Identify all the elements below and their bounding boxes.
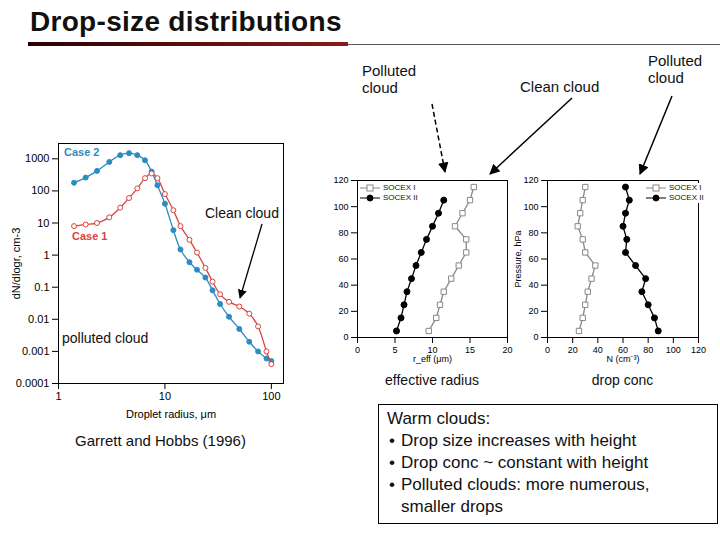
html-text:Case 1: Case 1 (72, 230, 108, 242)
html-text:Garrett and Hobbs (1996): Garrett and Hobbs (1996) (75, 432, 246, 449)
html-text:Clean cloud: Clean cloud (520, 78, 600, 95)
svg-text:100: 100 (262, 390, 280, 402)
svg-text:0: 0 (533, 332, 538, 342)
svg-text:r_eff (μm): r_eff (μm) (413, 354, 452, 364)
svg-text:80: 80 (528, 228, 538, 238)
svg-text:0.1: 0.1 (34, 281, 49, 293)
svg-text:1: 1 (43, 249, 49, 261)
svg-text:Pressure, hPa: Pressure, hPa (513, 230, 523, 287)
svg-text:0.0001: 0.0001 (16, 377, 50, 389)
svg-text:80: 80 (338, 228, 348, 238)
svg-text:60: 60 (528, 254, 538, 264)
html-text:SOCEX I: SOCEX I (669, 183, 702, 192)
svg-text:40: 40 (338, 280, 348, 290)
html-text:SOCEX I: SOCEX I (383, 183, 416, 192)
html-text:Polluted clouds: more numerous: Polluted clouds: more numerous, smaller … (401, 475, 650, 516)
svg-text:10: 10 (427, 344, 438, 355)
svg-text:120: 120 (333, 175, 348, 185)
html-text:effective radius: effective radius (385, 372, 479, 388)
svg-text:120: 120 (523, 175, 538, 185)
svg-text:dN/dlogr, cm-3: dN/dlogr, cm-3 (10, 228, 22, 300)
html-text:Drop size increases with heigh: Drop size increases with height (401, 431, 637, 450)
svg-text:0.01: 0.01 (28, 313, 49, 325)
html-text:drop conc: drop conc (591, 372, 654, 388)
html-text:Drop conc ~ constant with heig: Drop conc ~ constant with height (401, 453, 649, 472)
svg-text:10: 10 (159, 390, 171, 402)
svg-text:N (cm⁻³): N (cm⁻³) (607, 354, 640, 364)
svg-text:0: 0 (355, 345, 360, 355)
svg-text:0.001: 0.001 (22, 345, 50, 357)
svg-text:5: 5 (392, 345, 397, 355)
html-text:Clean cloud: Clean cloud (205, 205, 279, 221)
html-text:Polluted cloud: Polluted cloud (362, 62, 417, 96)
svg-text:40: 40 (593, 345, 603, 355)
html-text:polluted cloud: polluted cloud (62, 330, 149, 346)
svg-text:Droplet radius, μm: Droplet radius, μm (126, 408, 216, 420)
svg-text:15: 15 (465, 345, 475, 355)
svg-text:1: 1 (55, 390, 61, 402)
svg-text:100: 100 (31, 184, 49, 196)
svg-text:10: 10 (37, 217, 49, 229)
svg-text:100: 100 (523, 202, 538, 212)
svg-text:100: 100 (666, 345, 681, 355)
html-text:Case 2: Case 2 (64, 146, 100, 158)
svg-text:20: 20 (502, 345, 512, 355)
svg-text:100: 100 (333, 202, 348, 212)
svg-text:120: 120 (691, 345, 706, 355)
html-text:Polluted cloud: Polluted cloud (648, 52, 703, 86)
svg-text:20: 20 (528, 306, 538, 316)
svg-text:40: 40 (528, 280, 538, 290)
svg-text:20: 20 (338, 306, 348, 316)
svg-text:1000: 1000 (25, 152, 49, 164)
svg-text:0: 0 (545, 345, 550, 355)
svg-text:60: 60 (338, 254, 348, 264)
svg-text:80: 80 (643, 345, 653, 355)
svg-text:0: 0 (343, 332, 348, 342)
html-text:Warm clouds:: Warm clouds: (387, 409, 491, 428)
html-text:SOCEX II: SOCEX II (383, 193, 418, 202)
html-text:Drop-size distributions: Drop-size distributions (30, 6, 342, 37)
svg-text:20: 20 (568, 345, 578, 355)
html-text:SOCEX II: SOCEX II (669, 193, 704, 202)
svg-text:60: 60 (618, 344, 628, 355)
